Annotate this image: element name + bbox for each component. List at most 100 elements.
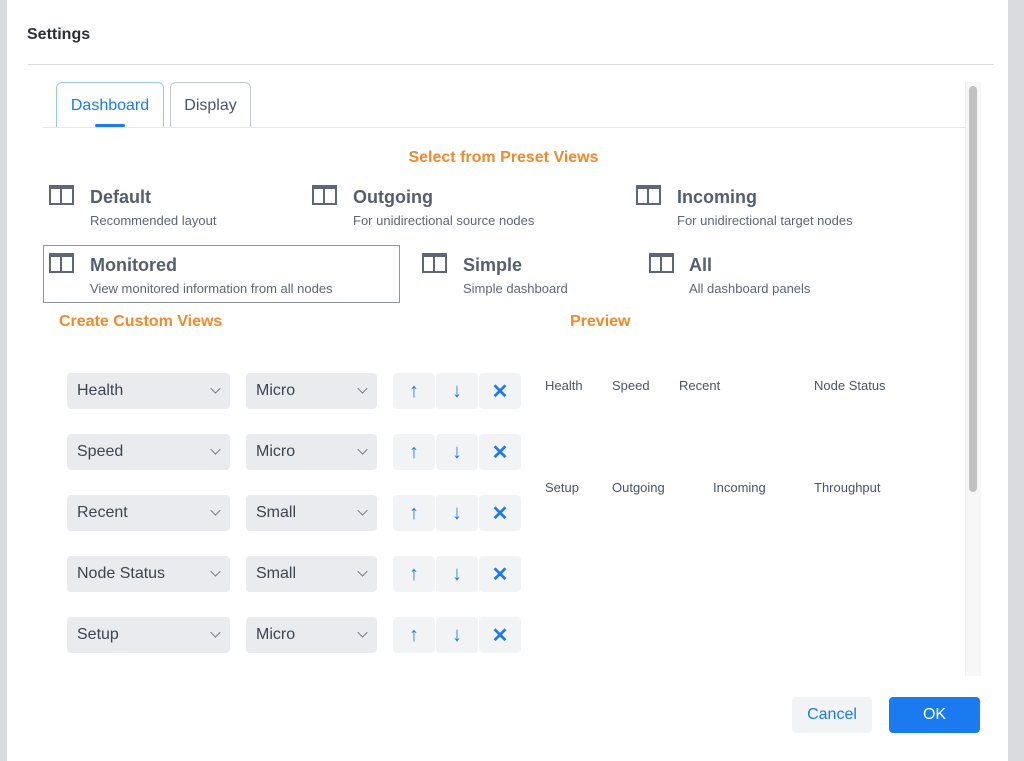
size-select-value: Small <box>256 504 297 521</box>
cancel-button[interactable]: Cancel <box>792 697 872 733</box>
remove-button[interactable]: ✕ <box>479 556 521 592</box>
arrow-down-icon: ↓ <box>452 501 462 524</box>
remove-button[interactable]: ✕ <box>479 495 521 531</box>
close-icon: ✕ <box>491 441 509 464</box>
chevron-down-icon <box>210 383 221 394</box>
preset-title: Incoming <box>677 187 757 207</box>
arrow-down-icon: ↓ <box>452 379 462 402</box>
preview-panel-label: Health <box>545 378 583 393</box>
layout-icon <box>49 185 74 205</box>
layout-icon <box>49 253 74 273</box>
preview-panel-label: Incoming <box>713 480 766 495</box>
tab-label: Dashboard <box>70 96 150 114</box>
preview-panel-label: Setup <box>545 480 579 495</box>
close-icon: ✕ <box>491 563 509 586</box>
arrow-up-icon: ↑ <box>409 440 419 463</box>
panel-select[interactable]: Speed <box>67 434 230 470</box>
panel-select[interactable]: Setup <box>67 617 230 653</box>
close-icon: ✕ <box>491 380 509 403</box>
arrow-up-icon: ↑ <box>409 379 419 402</box>
panel-select[interactable]: Health <box>67 373 230 409</box>
divider <box>28 64 994 65</box>
size-select-value: Small <box>256 565 297 582</box>
scrollbar-thumb[interactable] <box>969 86 977 492</box>
preset-subtitle: For unidirectional source nodes <box>353 213 535 228</box>
layout-icon <box>636 185 661 205</box>
chevron-down-icon <box>357 444 368 455</box>
layout-icon <box>422 253 447 273</box>
tab-label: Display <box>184 96 237 114</box>
preview-panel-label: Throughput <box>814 480 881 495</box>
move-down-button[interactable]: ↓ <box>436 495 478 531</box>
settings-dialog: Settings Dashboard Display Select from P… <box>7 0 1008 761</box>
panel-select-value: Health <box>77 382 124 399</box>
layout-icon <box>312 185 337 205</box>
panel-select-value: Speed <box>77 443 124 460</box>
size-select-value: Micro <box>256 382 296 399</box>
close-icon: ✕ <box>491 502 509 525</box>
move-up-button[interactable]: ↑ <box>393 373 435 409</box>
chevron-down-icon <box>210 566 221 577</box>
preset-title: All <box>689 255 713 275</box>
preset-subtitle: Recommended layout <box>90 213 217 228</box>
remove-button[interactable]: ✕ <box>479 434 521 470</box>
preview-panel-label: Node Status <box>814 378 886 393</box>
preview-heading: Preview <box>570 313 631 330</box>
size-select[interactable]: Micro <box>246 434 377 470</box>
size-select[interactable]: Micro <box>246 373 377 409</box>
size-select-value: Micro <box>256 443 296 460</box>
remove-button[interactable]: ✕ <box>479 617 521 653</box>
preset-title: Default <box>90 187 152 207</box>
move-up-button[interactable]: ↑ <box>393 556 435 592</box>
size-select[interactable]: Small <box>246 556 377 592</box>
chevron-down-icon <box>357 383 368 394</box>
chevron-down-icon <box>210 505 221 516</box>
layout-icon <box>649 253 674 273</box>
arrow-down-icon: ↓ <box>452 623 462 646</box>
move-down-button[interactable]: ↓ <box>436 556 478 592</box>
preset-title: Simple <box>463 255 523 275</box>
preset-title: Outgoing <box>353 187 433 207</box>
tab-display[interactable]: Display <box>170 82 251 128</box>
panel-select-value: Setup <box>77 626 119 643</box>
selected-preset-outline <box>43 245 400 303</box>
preview-panel-label: Speed <box>612 378 650 393</box>
preset-subtitle: View monitored information from all node… <box>90 281 333 296</box>
preview-panel-label: Outgoing <box>612 480 665 495</box>
active-tab-indicator <box>95 124 125 127</box>
panel-select[interactable]: Recent <box>67 495 230 531</box>
move-up-button[interactable]: ↑ <box>393 434 435 470</box>
move-down-button[interactable]: ↓ <box>436 434 478 470</box>
preset-subtitle: All dashboard panels <box>689 281 811 296</box>
panel-select[interactable]: Node Status <box>67 556 230 592</box>
tab-dashboard[interactable]: Dashboard <box>56 82 164 128</box>
arrow-up-icon: ↑ <box>409 562 419 585</box>
chevron-down-icon <box>357 505 368 516</box>
custom-views-heading: Create Custom Views <box>59 313 223 330</box>
size-select[interactable]: Micro <box>246 617 377 653</box>
preset-subtitle: Simple dashboard <box>463 281 568 296</box>
chevron-down-icon <box>357 627 368 638</box>
move-down-button[interactable]: ↓ <box>436 617 478 653</box>
preset-views-heading: Select from Preset Views <box>408 149 599 166</box>
preset-subtitle: For unidirectional target nodes <box>677 213 853 228</box>
panel-select-value: Recent <box>77 504 128 521</box>
arrow-down-icon: ↓ <box>452 562 462 585</box>
close-icon: ✕ <box>491 624 509 647</box>
panel-select-value: Node Status <box>77 565 166 582</box>
chevron-down-icon <box>357 566 368 577</box>
preset-title: Monitored <box>90 255 177 275</box>
arrow-up-icon: ↑ <box>409 623 419 646</box>
tab-divider <box>43 127 965 128</box>
move-up-button[interactable]: ↑ <box>393 495 435 531</box>
dialog-title: Settings <box>27 26 91 43</box>
chevron-down-icon <box>210 444 221 455</box>
size-select[interactable]: Small <box>246 495 377 531</box>
move-up-button[interactable]: ↑ <box>393 617 435 653</box>
chevron-down-icon <box>210 627 221 638</box>
remove-button[interactable]: ✕ <box>479 373 521 409</box>
ok-button[interactable]: OK <box>889 697 980 733</box>
size-select-value: Micro <box>256 626 296 643</box>
arrow-up-icon: ↑ <box>409 501 419 524</box>
move-down-button[interactable]: ↓ <box>436 373 478 409</box>
